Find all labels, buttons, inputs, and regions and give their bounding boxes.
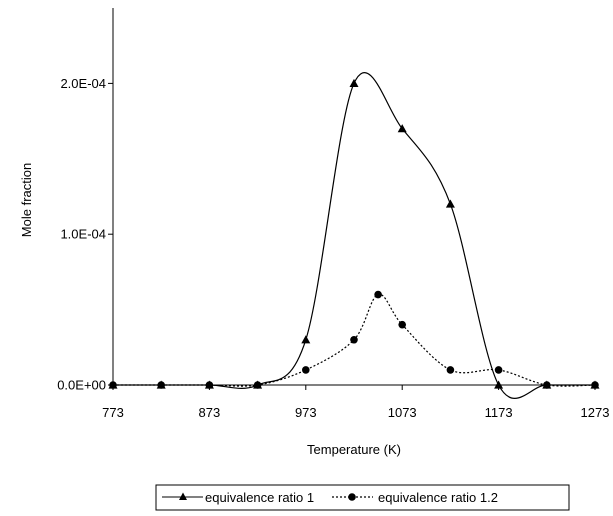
x-axis-title: Temperature (K) — [307, 442, 401, 457]
legend-box — [155, 484, 570, 511]
data-point-circle — [253, 381, 262, 389]
data-point-circle — [350, 335, 358, 344]
y-axis-ticks: 0.0E+00 1.0E-04 2.0E-04 — [57, 76, 113, 393]
data-point-circle — [494, 366, 503, 374]
data-point-circle — [109, 381, 117, 389]
y-axis-title: Mole fraction — [19, 163, 34, 237]
series-line-1 — [113, 72, 595, 399]
legend-circle-marker — [348, 493, 356, 501]
legend-label-series-2: equivalence ratio 1.2 — [378, 490, 498, 505]
y-tick-label: 0.0E+00 — [57, 378, 106, 393]
data-point-circle — [302, 366, 310, 374]
y-tick-label: 2.0E-04 — [60, 76, 106, 91]
legend: equivalence ratio 1 equivalence ratio 1.… — [155, 484, 570, 511]
x-tick-label: 773 — [102, 405, 124, 420]
x-axis-ticks: 773 873 973 1073 1173 1273 — [102, 385, 609, 420]
y-tick-label: 1.0E-04 — [60, 227, 106, 242]
data-point-triangle — [349, 78, 359, 87]
x-tick-label: 1273 — [581, 405, 610, 420]
data-point-triangle — [301, 335, 311, 344]
x-tick-label: 873 — [199, 405, 221, 420]
x-tick-label: 1173 — [485, 405, 513, 420]
data-point-triangle — [397, 124, 407, 133]
data-point-triangle — [494, 380, 504, 389]
data-point-triangle — [445, 199, 455, 208]
x-tick-label: 973 — [295, 405, 317, 420]
data-point-circle — [543, 381, 551, 389]
data-point-circle — [591, 381, 599, 389]
legend-label-series-1: equivalence ratio 1 — [205, 490, 314, 505]
data-point-circle — [205, 381, 214, 389]
data-point-circle — [446, 366, 455, 374]
x-tick-label: 1073 — [388, 405, 417, 420]
legend-triangle-marker — [179, 492, 187, 500]
data-point-circle — [398, 320, 407, 329]
data-point-circle — [374, 290, 382, 299]
data-point-circle — [157, 381, 165, 389]
series-layer — [108, 72, 600, 399]
